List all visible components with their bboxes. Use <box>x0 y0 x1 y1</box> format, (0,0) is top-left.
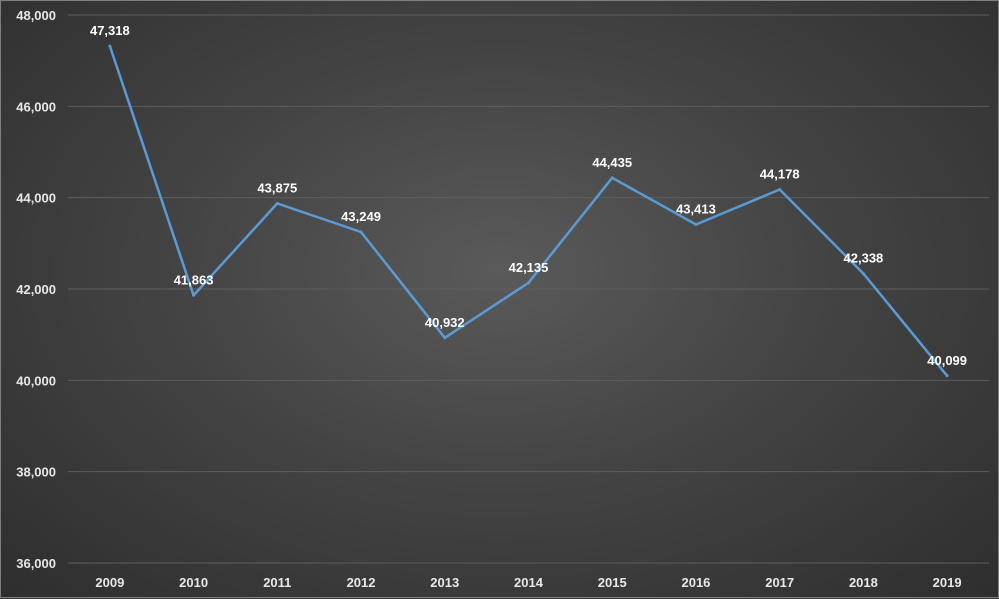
y-tick-label: 42,000 <box>16 282 56 297</box>
x-tick-label: 2011 <box>263 575 291 590</box>
x-axis-ticks: 2009 2010 2011 2012 2013 2014 2015 2016 2017 2018… <box>95 575 961 590</box>
gridlines <box>68 14 989 564</box>
y-tick-label: 40,000 <box>16 373 56 388</box>
x-tick-label: 2017 <box>765 575 794 590</box>
x-tick-label: 2014 <box>514 575 544 590</box>
data-point <box>610 176 614 180</box>
y-tick-label: 48,000 <box>16 8 56 23</box>
data-label: 42,135 <box>509 260 549 275</box>
data-point <box>778 188 782 192</box>
data-label: 41,863 <box>174 272 214 287</box>
data-point <box>861 272 865 276</box>
data-point <box>945 374 949 378</box>
y-axis-ticks: 36,000 38,000 40,000 42,000 44,000 46,000 48,0… <box>16 8 56 571</box>
data-labels: 47,318 41,863 43,875 43,249 40,932 42,135 44,4… <box>90 23 967 368</box>
data-label: 44,435 <box>592 155 632 170</box>
x-tick-label: 2016 <box>681 575 710 590</box>
data-point <box>192 293 196 297</box>
y-tick-label: 44,000 <box>16 191 56 206</box>
data-point <box>443 336 447 340</box>
y-tick-label: 38,000 <box>16 465 56 480</box>
data-point <box>108 44 112 48</box>
series-layer <box>108 44 949 378</box>
x-tick-label: 2010 <box>179 575 208 590</box>
data-label: 44,178 <box>760 167 800 182</box>
x-tick-label: 2019 <box>933 575 962 590</box>
y-tick-label: 46,000 <box>16 99 56 114</box>
series-line <box>108 45 949 377</box>
data-label: 42,338 <box>844 251 884 266</box>
data-label: 47,318 <box>90 23 130 38</box>
data-label: 40,932 <box>425 315 465 330</box>
data-label: 40,099 <box>927 353 967 368</box>
data-point <box>694 222 698 226</box>
data-point <box>359 230 363 234</box>
data-label: 43,875 <box>257 180 297 195</box>
x-tick-label: 2012 <box>347 575 376 590</box>
data-point <box>527 281 530 285</box>
data-label: 43,249 <box>341 209 381 224</box>
data-label: 43,413 <box>676 201 716 216</box>
y-tick-label: 36,000 <box>16 556 56 571</box>
data-point <box>275 201 279 205</box>
x-tick-label: 2013 <box>430 575 459 590</box>
x-tick-label: 2009 <box>95 575 124 590</box>
x-tick-label: 2015 <box>598 575 627 590</box>
x-tick-label: 2018 <box>849 575 878 590</box>
